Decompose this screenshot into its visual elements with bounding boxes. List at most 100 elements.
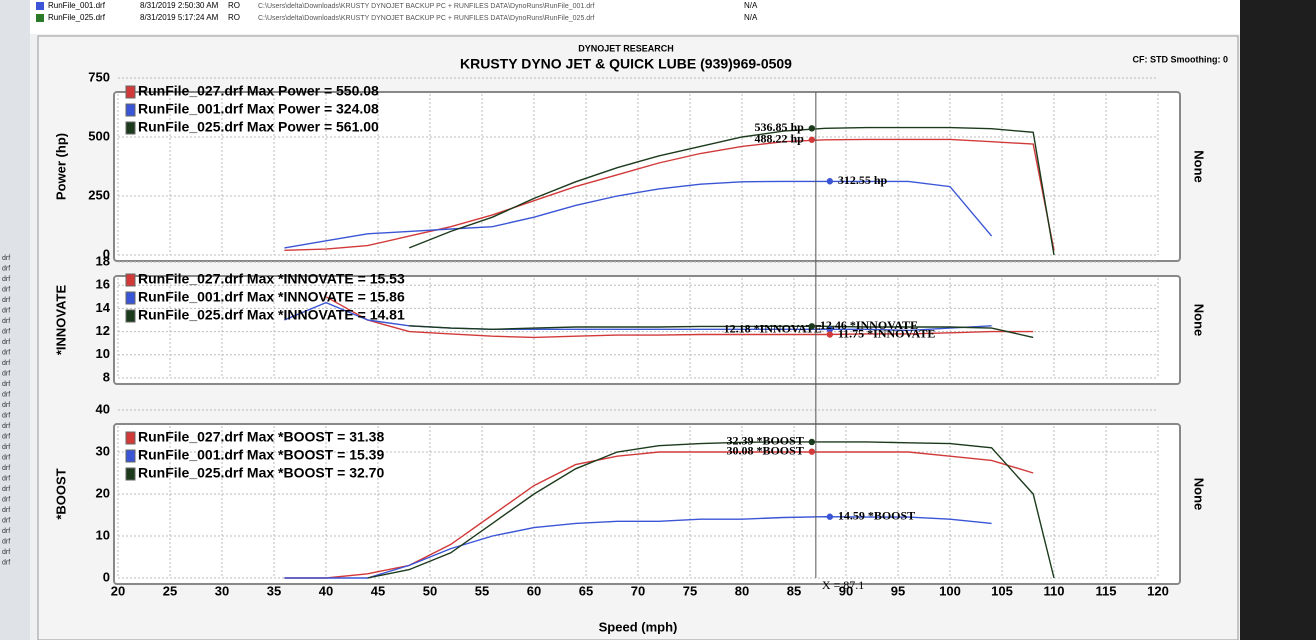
series-line (284, 301, 992, 332)
legend-swatch (125, 121, 136, 135)
sidebar (0, 0, 30, 640)
x-tick-label: 110 (1044, 583, 1065, 598)
y-tick-label: 750 (88, 69, 110, 84)
brand: DYNOJET RESEARCH (578, 43, 674, 53)
file-status: N/A (744, 1, 758, 10)
series-line (409, 325, 1034, 339)
sidebar-item: drf (2, 276, 10, 283)
y-tick-label: 10 (96, 527, 110, 542)
legend-swatch (125, 309, 136, 323)
readout-dot (826, 178, 834, 185)
y-tick-label: 12 (96, 323, 110, 338)
settings: CF: STD Smoothing: 0 (1133, 54, 1229, 64)
x-tick-label: 80 (735, 583, 749, 598)
readout-dot (826, 331, 834, 338)
readout-dot (808, 125, 816, 132)
plot-panel (113, 91, 1181, 262)
x-axis-label: Speed (mph) (599, 619, 678, 634)
readout-label: 536.85 hp (754, 120, 804, 134)
file-list (30, 0, 1240, 34)
sidebar-item: drf (2, 381, 10, 388)
sidebar-item: drf (2, 486, 10, 493)
readout-dot (808, 448, 816, 455)
legend-entry: RunFile_001.drf Max *BOOST = 15.39 (138, 447, 384, 463)
sidebar-item: drf (2, 475, 10, 482)
y-tick-label: 14 (96, 300, 111, 315)
sidebar-item: drf (2, 307, 10, 314)
sidebar-item: drf (2, 507, 10, 514)
legend-swatch (125, 273, 136, 287)
sidebar-item: drf (2, 255, 10, 262)
y-tick-label: 20 (96, 485, 110, 500)
legend-entry: RunFile_025.drf Max *BOOST = 32.70 (138, 465, 384, 481)
y-tick-label: 500 (88, 128, 110, 143)
readout-label: 32.39 *BOOST (726, 434, 803, 448)
y-tick-label: 40 (96, 401, 110, 416)
sidebar-item: drf (2, 528, 10, 535)
legend-entry: RunFile_001.drf Max Power = 324.08 (138, 101, 379, 117)
series-line (284, 180, 993, 249)
legend-entry: RunFile_025.drf Max Power = 561.00 (138, 119, 379, 135)
readout-dot (808, 323, 816, 330)
file-name: RunFile_001.drf (48, 1, 106, 10)
readout-label: 12.46 *INNOVATE (820, 318, 918, 332)
y-axis-label: *INNOVATE (53, 285, 68, 356)
readout-label: 12.18 *INNOVATE (724, 321, 822, 335)
cursor-label: X = 87.1 (822, 578, 864, 592)
series-line (284, 515, 992, 579)
legend-entry: RunFile_027.drf Max Power = 550.08 (138, 83, 379, 99)
y-tick-label: 0 (103, 246, 110, 261)
file-path: C:\Users\delta\Downloads\KRUSTY DYNOJET … (258, 15, 594, 22)
file-date: 8/31/2019 5:17:24 AM (140, 13, 219, 22)
sidebar-item: drf (2, 286, 10, 293)
series-line (367, 441, 1055, 579)
file-icon (36, 2, 44, 10)
x-tick-label: 105 (991, 583, 1013, 598)
x-tick-label: 60 (527, 583, 541, 598)
sidebar-item: drf (2, 423, 10, 430)
x-tick-label: 85 (787, 583, 801, 598)
x-tick-label: 100 (939, 583, 961, 598)
sidebar-item: drf (2, 444, 10, 451)
y-tick-label: 10 (96, 346, 110, 361)
legend-swatch (125, 85, 136, 99)
x-tick-label: 70 (631, 583, 645, 598)
x-tick-label: 45 (371, 583, 385, 598)
x-tick-label: 40 (319, 583, 333, 598)
x-tick-label: 50 (423, 583, 437, 598)
x-tick-label: 20 (111, 583, 125, 598)
sidebar-item: drf (2, 549, 10, 556)
legend-swatch (125, 291, 136, 305)
series-line (325, 296, 1034, 339)
sidebar-item: drf (2, 391, 10, 398)
sidebar-item: drf (2, 349, 10, 356)
plot-panel (113, 423, 1181, 585)
side-label: None (1192, 150, 1207, 183)
sidebar-item: drf (2, 559, 10, 566)
sidebar-item: drf (2, 297, 10, 304)
readout-label: 30.08 *BOOST (726, 443, 803, 457)
x-tick-label: 65 (579, 583, 593, 598)
sidebar-item: drf (2, 454, 10, 461)
legend-entry: RunFile_025.drf Max *INNOVATE = 14.81 (138, 307, 405, 323)
legend-swatch (125, 449, 136, 463)
sidebar-item: drf (2, 465, 10, 472)
file-status: N/A (744, 13, 758, 22)
y-axis-label: Power (hp) (53, 133, 68, 200)
sidebar-item: drf (2, 339, 10, 346)
file-attr: RO (228, 13, 240, 22)
sidebar-item: drf (2, 496, 10, 503)
readout-dot (808, 438, 816, 446)
file-path: C:\Users\delta\Downloads\KRUSTY DYNOJET … (258, 3, 594, 10)
readout-dot (826, 326, 834, 333)
series-line (408, 126, 1055, 256)
y-tick-label: 250 (88, 187, 110, 202)
legend-swatch (125, 103, 136, 117)
file-name: RunFile_025.drf (48, 13, 106, 22)
x-tick-label: 25 (163, 583, 177, 598)
file-icon (36, 14, 44, 22)
legend-entry: RunFile_001.drf Max *INNOVATE = 15.86 (138, 289, 405, 305)
x-tick-label: 120 (1147, 583, 1169, 598)
chart-title: KRUSTY DYNO JET & QUICK LUBE (939)969-05… (460, 56, 792, 72)
